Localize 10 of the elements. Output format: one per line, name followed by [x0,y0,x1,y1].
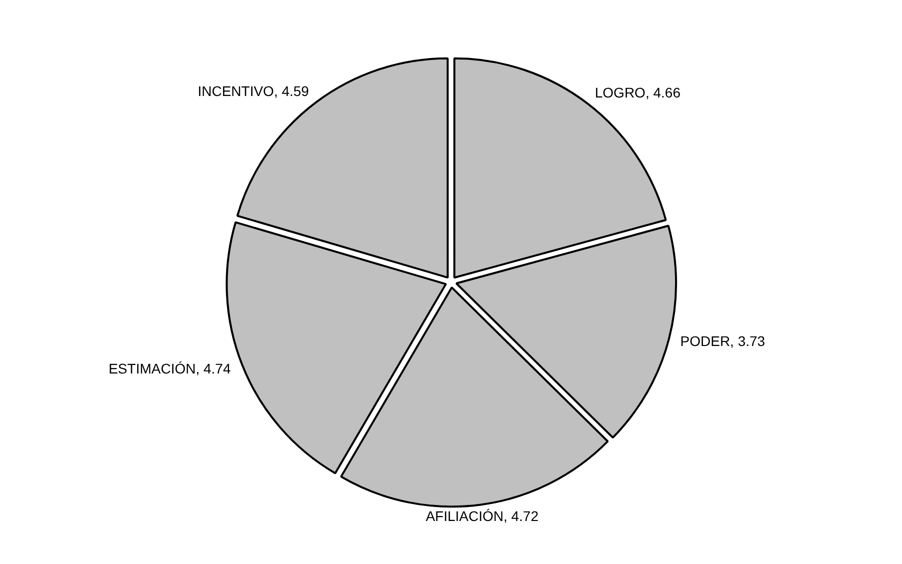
data-label: , 3.73 [730,332,766,349]
data-label: , 4.72 [503,508,539,524]
data-label: , 4.74 [196,360,231,376]
slice-label: LOGRO [594,84,646,101]
slice-label: INCENTIVO [198,83,274,100]
slice-label: ESTIMACIÓN [108,360,196,376]
slice-label: AFILIACIÓN [426,508,504,524]
slice-label: PODER [680,332,730,349]
data-label: , 4.66 [645,84,681,101]
data-label: , 4.59 [274,83,310,100]
